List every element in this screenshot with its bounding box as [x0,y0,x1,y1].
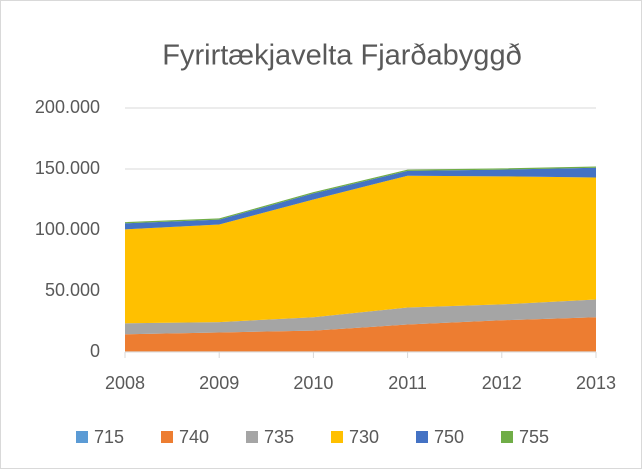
chart-title: Fyrirtækjavelta Fjarðabyggð [162,40,521,72]
legend-label: 730 [349,427,379,447]
area [125,175,596,324]
legend-label: 755 [519,427,549,447]
y-tick-label: 50.000 [45,280,100,300]
area [125,299,596,335]
area [125,317,596,352]
legend-label: 735 [264,427,294,447]
legend-swatch [161,431,173,443]
legend-label: 740 [179,427,209,447]
legend-swatch [416,431,428,443]
legend-label: 750 [434,427,464,447]
legend-swatch [246,431,258,443]
x-tick-label: 2008 [105,373,145,393]
y-tick-label: 150.000 [35,158,100,178]
x-tick-label: 2009 [199,373,239,393]
y-tick-label: 200.000 [35,97,100,117]
legend-label: 715 [94,427,124,447]
area [125,167,596,230]
y-tick-label: 0 [90,341,100,361]
x-tick-label: 2010 [293,373,333,393]
legend-swatch [76,431,88,443]
x-tick-label: 2011 [388,373,427,393]
x-tick-label: 2013 [576,373,616,393]
legend-swatch [501,431,513,443]
legend-swatch [331,431,343,443]
x-tick-label: 2012 [482,373,522,393]
y-tick-label: 100.000 [35,219,100,239]
